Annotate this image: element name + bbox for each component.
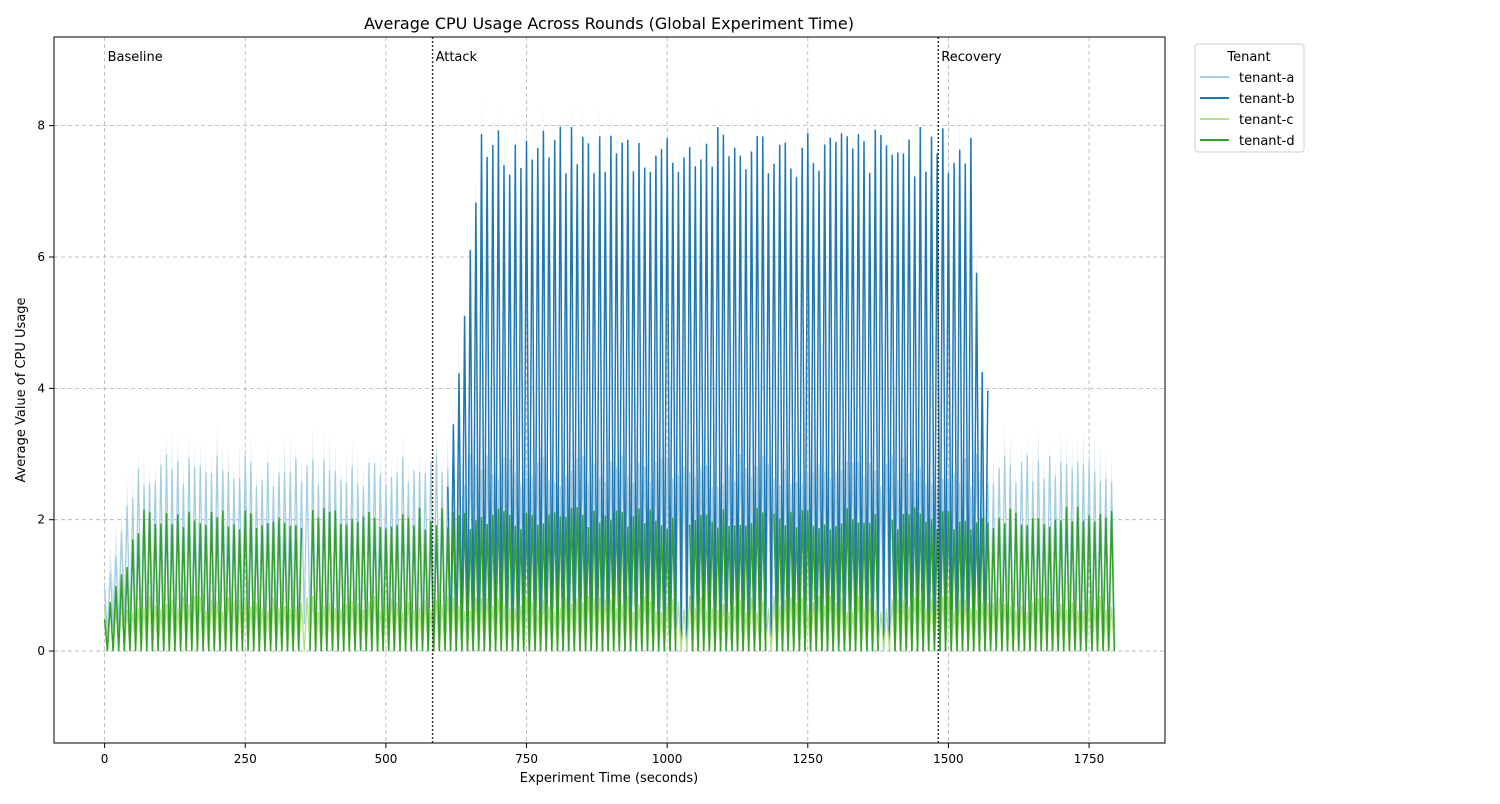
phase-lines: Baseline Attack Recovery [108,37,1002,743]
x-tick-label: 1000 [652,752,683,766]
y-tick-label: 8 [37,119,45,133]
legend-title: Tenant [1226,50,1270,65]
legend: Tenant tenant-a tenant-b tenant-c tenant-d [1194,43,1305,153]
x-tick-label: 750 [515,752,538,766]
legend-label: tenant-a [1239,71,1294,86]
legend-frame [1194,43,1305,153]
tenant-b-line [447,126,989,652]
phase-label: Recovery [941,50,1002,65]
y-tick-label: 0 [37,644,45,658]
x-tick-label: 1250 [793,752,824,766]
phase-label: Baseline [108,50,163,65]
legend-label: tenant-d [1239,134,1295,149]
x-axis-label: Experiment Time (seconds) [520,771,698,786]
legend-entries: tenant-a tenant-b tenant-c tenant-d [1200,71,1295,149]
legend-label: tenant-c [1239,113,1293,128]
y-tick-label: 6 [37,250,45,264]
y-axis-label: Average Value of CPU Usage [14,297,29,482]
x-tick-label: 0 [101,752,109,766]
y-axis-ticks: 0 2 4 6 8 [37,119,54,658]
series-group [103,96,1116,652]
legend-label: tenant-b [1239,92,1295,107]
plot-frame [53,36,1166,744]
phase-label: Attack [436,50,478,65]
x-tick-label: 1500 [933,752,964,766]
y-tick-label: 4 [37,381,45,395]
y-tick-label: 2 [37,513,45,527]
x-tick-label: 1750 [1074,752,1105,766]
x-tick-label: 500 [374,752,397,766]
x-tick-label: 250 [234,752,257,766]
tenant-d-line [103,506,1116,652]
plot-area: Baseline Attack Recovery [53,36,1166,744]
x-axis-ticks: 0 250 500 750 1000 1250 1500 1750 [101,743,1105,766]
chart-title: Average CPU Usage Across Rounds (Global … [364,14,854,33]
